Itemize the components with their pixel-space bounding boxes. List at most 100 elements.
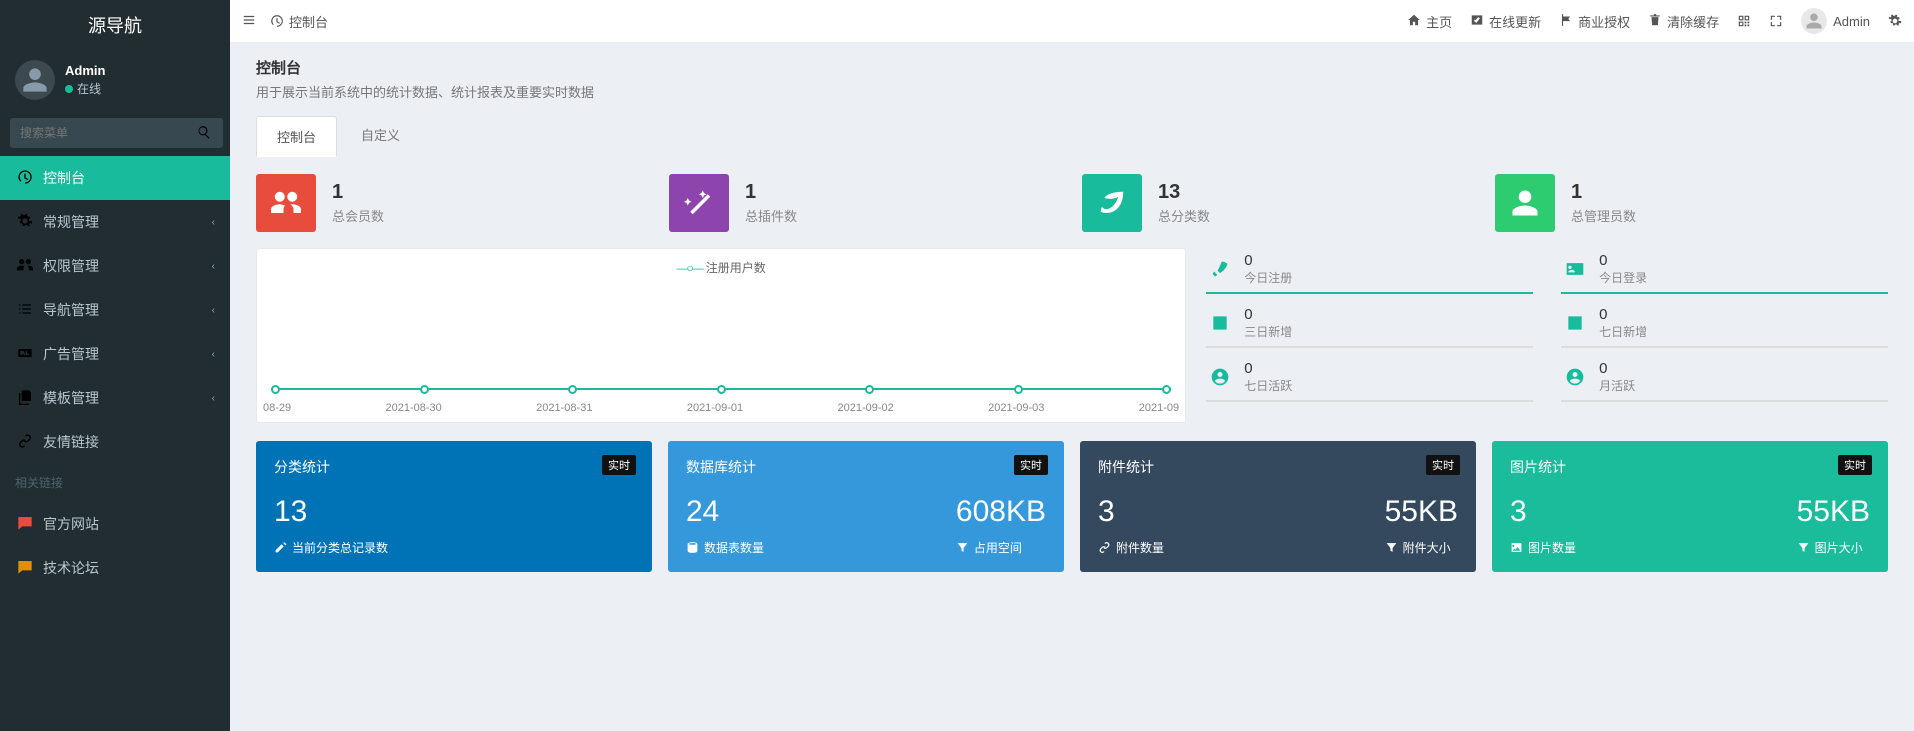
menu-toggle-icon[interactable] (242, 13, 256, 30)
sidebar-item-label: 友情链接 (43, 432, 99, 452)
big-title: 图片统计 (1510, 457, 1870, 477)
sidelink-官方网站[interactable]: 官方网站 (0, 502, 230, 546)
page-title: 控制台 (256, 57, 1888, 78)
badge: 实时 (602, 455, 636, 475)
mini-stat: 0七日活跃 (1206, 360, 1533, 402)
xaxis-tick: 2021-09-03 (988, 402, 1044, 414)
xaxis-tick: 08-29 (263, 402, 291, 414)
stat-label: 总管理员数 (1571, 206, 1636, 225)
big-value: 3 (1510, 495, 1576, 529)
stat-value: 13 (1158, 181, 1210, 204)
mini-value: 0 (1244, 306, 1292, 323)
sidelink-技术论坛[interactable]: 技术论坛 (0, 546, 230, 590)
mini-stat: 0七日新增 (1561, 306, 1888, 348)
side-links: 官方网站 技术论坛 (0, 502, 230, 590)
sidebar-item-控制台[interactable]: 控制台 (0, 156, 230, 200)
stat-row: 1 总会员数 1 总插件数 13 总分类数 1 总管理员数 (256, 174, 1888, 232)
sidebar-item-label: 控制台 (43, 168, 85, 188)
user-icon (1495, 174, 1555, 232)
big-value: 55KB (1797, 495, 1870, 529)
badge: 实时 (1014, 455, 1048, 475)
mini-stat: 0今日注册 (1206, 252, 1533, 294)
sidebar-item-广告管理[interactable]: 广告管理 ‹ (0, 332, 230, 376)
sidebar-item-label: 广告管理 (43, 344, 99, 364)
leaf-icon (1082, 174, 1142, 232)
avatar[interactable] (15, 60, 55, 100)
magic-icon (669, 174, 729, 232)
xaxis-tick: 2021-09 (1139, 402, 1179, 414)
comment-icon (15, 559, 35, 578)
big-title: 附件统计 (1098, 457, 1458, 477)
big-value: 3 (1098, 495, 1164, 529)
sidebar-item-模板管理[interactable]: 模板管理 ‹ (0, 376, 230, 420)
usercircle-icon (1561, 363, 1589, 391)
sidebar-item-权限管理[interactable]: 权限管理 ‹ (0, 244, 230, 288)
avatar-icon (1801, 8, 1827, 34)
chart: 注册用户数 08-29 2021-08-30 2021-08-31 2021-09-0… (256, 248, 1186, 423)
mini-label: 今日登录 (1599, 269, 1647, 286)
flag-icon (1559, 13, 1573, 30)
sidebar-item-label: 常规管理 (43, 212, 99, 232)
topbar-expand-icon[interactable] (1769, 14, 1783, 28)
sidebar-item-友情链接[interactable]: 友情链接 (0, 420, 230, 464)
home-icon (1407, 13, 1421, 30)
big-sublabel: 图片大小 (1797, 539, 1870, 556)
topbar-主页[interactable]: 主页 (1407, 12, 1452, 31)
big-sublabel: 当前分类总记录数 (274, 539, 388, 556)
brand[interactable]: 源导航 (0, 0, 230, 50)
vimeo-icon (1470, 13, 1484, 30)
ad-icon (15, 345, 35, 364)
topbar-在线更新[interactable]: 在线更新 (1470, 12, 1541, 31)
topbar-settings-icon[interactable] (1888, 14, 1902, 28)
xaxis-tick: 2021-08-31 (536, 402, 592, 414)
big-sublabel: 占用空间 (956, 539, 1046, 556)
mini-value: 0 (1599, 360, 1635, 377)
search-button[interactable] (185, 118, 223, 148)
comment-icon (15, 515, 35, 534)
stat-card: 1 总管理员数 (1495, 174, 1888, 232)
chevron-left-icon: ‹ (212, 305, 215, 316)
xaxis-tick: 2021-09-02 (837, 402, 893, 414)
big-card: 分类统计 实时 13 当前分类总记录数 (256, 441, 652, 572)
user-name: Admin (65, 63, 105, 78)
calplus-icon (1561, 309, 1589, 337)
trash-icon (1648, 13, 1662, 30)
big-title: 数据库统计 (686, 457, 1046, 477)
topbar-商业授权[interactable]: 商业授权 (1559, 12, 1630, 31)
sidebar: 源导航 Admin 在线 控制台 常规管理 ‹ 权限管理 ‹ 导航管理 ‹ 广告… (0, 0, 230, 731)
stat-card: 1 总会员数 (256, 174, 649, 232)
topbar: 控制台 主页在线更新商业授权清除缓存 Admin (230, 0, 1914, 43)
tab-自定义[interactable]: 自定义 (341, 115, 420, 156)
mini-value: 0 (1244, 360, 1292, 377)
chevron-left-icon: ‹ (212, 217, 215, 228)
topbar-qr-icon[interactable] (1737, 14, 1751, 28)
sidebar-item-常规管理[interactable]: 常规管理 ‹ (0, 200, 230, 244)
mini-stat: 0今日登录 (1561, 252, 1888, 294)
stat-value: 1 (332, 181, 384, 204)
sidebar-item-导航管理[interactable]: 导航管理 ‹ (0, 288, 230, 332)
big-sublabel: 附件大小 (1385, 539, 1458, 556)
topbar-清除缓存[interactable]: 清除缓存 (1648, 12, 1719, 31)
mini-value: 0 (1599, 306, 1647, 323)
topbar-admin[interactable]: Admin (1801, 8, 1870, 34)
sidebar-search (10, 118, 220, 148)
xaxis-tick: 2021-08-30 (386, 402, 442, 414)
chart-legend: 注册用户数 (271, 259, 1171, 276)
mini-label: 七日新增 (1599, 323, 1647, 340)
big-card: 附件统计 实时 3 附件数量55KB 附件大小 (1080, 441, 1476, 572)
mini-value: 0 (1244, 252, 1292, 269)
breadcrumb[interactable]: 控制台 (270, 12, 328, 31)
list-icon (15, 301, 35, 320)
mini-value: 0 (1599, 252, 1647, 269)
side-header: 相关链接 (0, 464, 230, 497)
big-sublabel: 图片数量 (1510, 539, 1576, 556)
stat-value: 1 (745, 181, 797, 204)
tab-控制台[interactable]: 控制台 (256, 116, 337, 157)
copy-icon (15, 389, 35, 408)
big-card: 数据库统计 实时 24 数据表数量608KB 占用空间 (668, 441, 1064, 572)
page-header: 控制台 用于展示当前系统中的统计数据、统计报表及重要实时数据 (256, 57, 1888, 101)
stat-label: 总插件数 (745, 206, 797, 225)
search-input[interactable] (10, 118, 185, 148)
big-sublabel: 数据表数量 (686, 539, 764, 556)
big-card: 图片统计 实时 3 图片数量55KB 图片大小 (1492, 441, 1888, 572)
